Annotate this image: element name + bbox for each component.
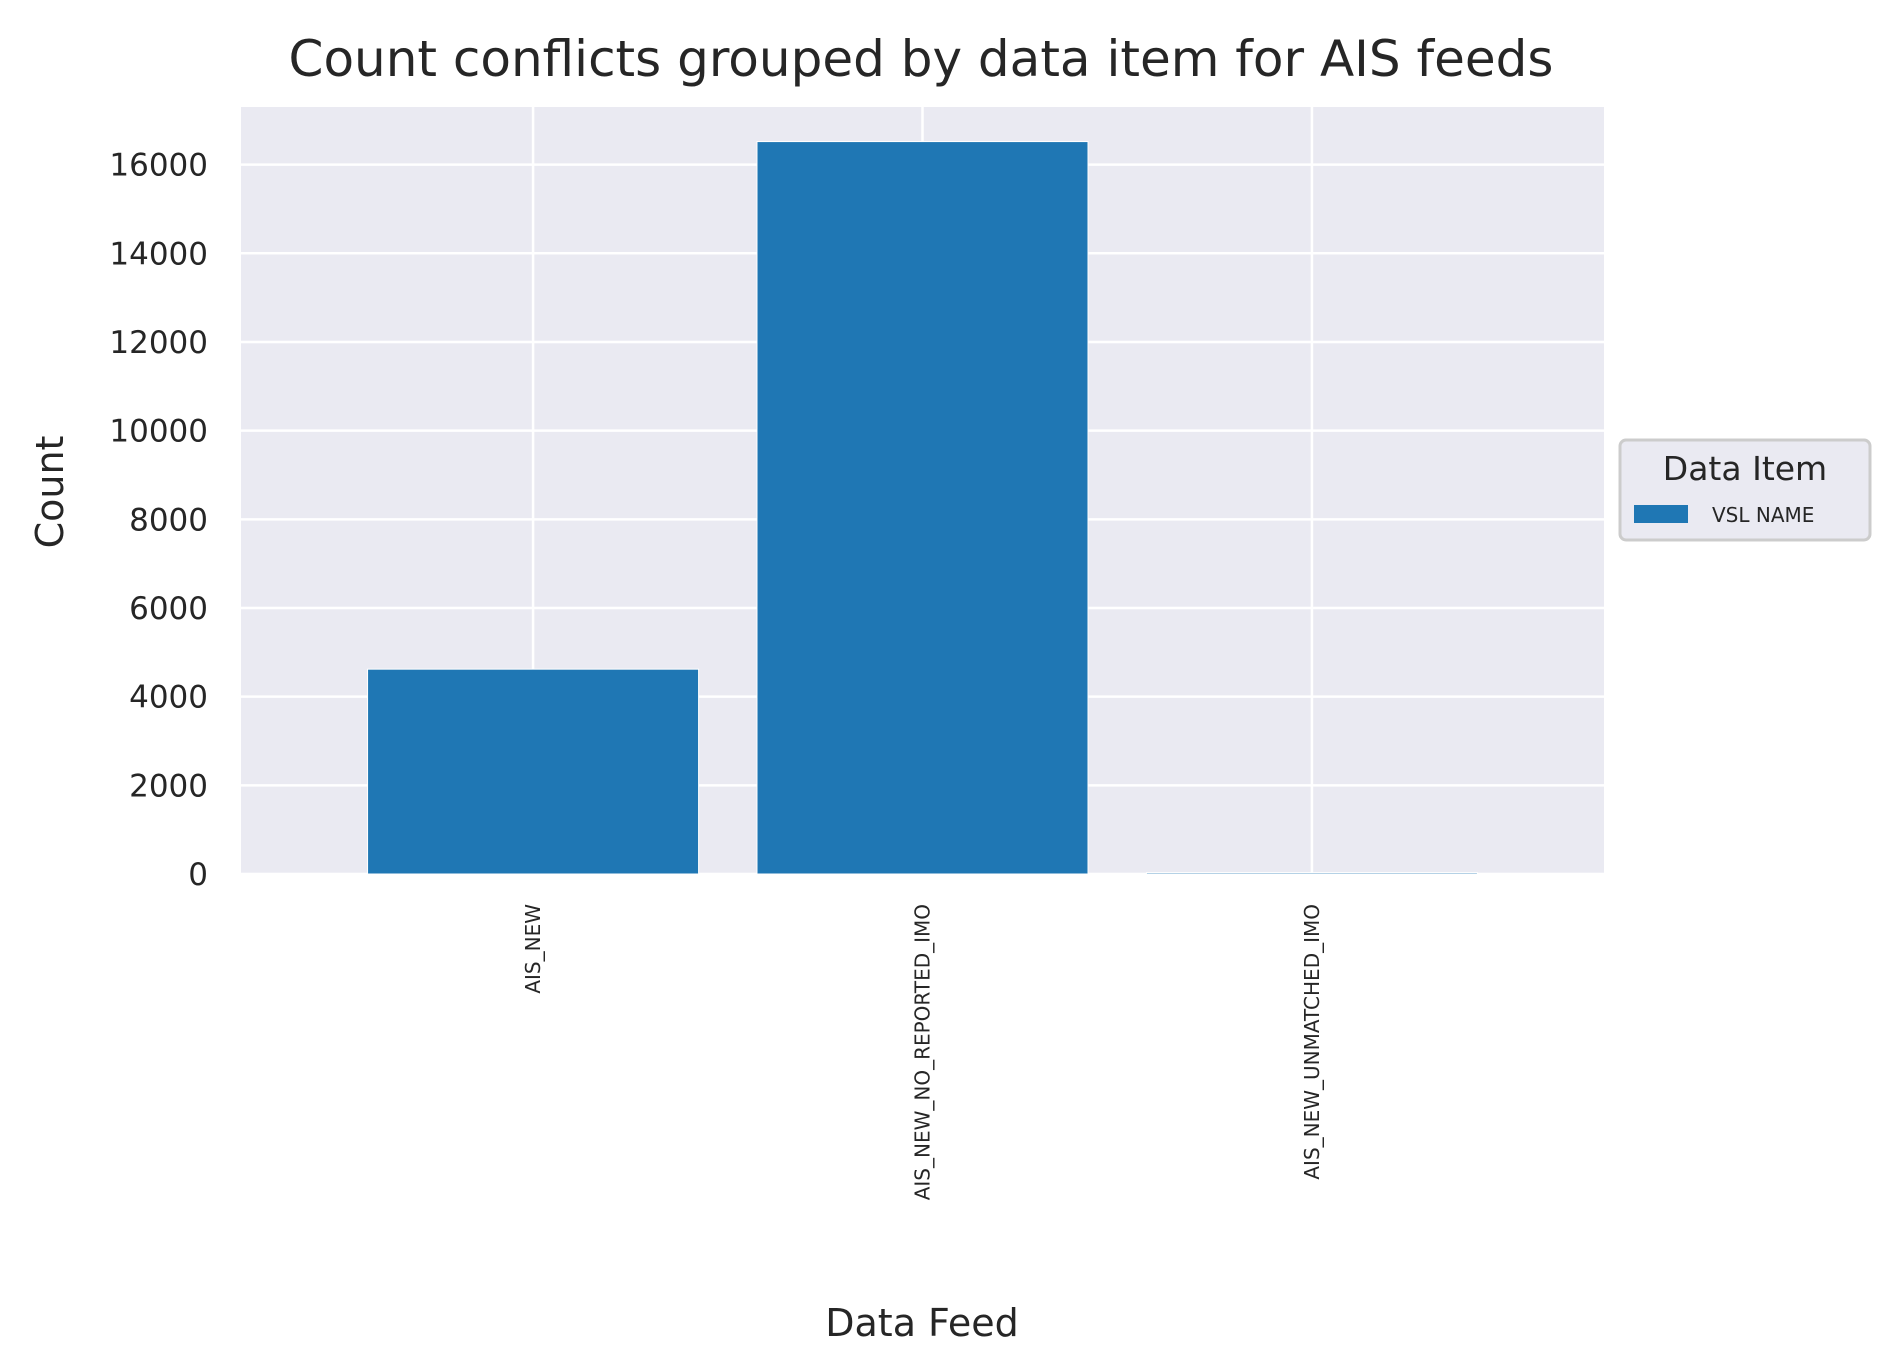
legend: Data Item VSL NAME (1618, 438, 1872, 542)
y-tick-label: 14000 (109, 236, 208, 272)
bars (367, 141, 1478, 875)
y-tick-label: 2000 (129, 768, 208, 804)
y-tick-label: 10000 (109, 414, 208, 450)
y-axis-ticks: 0 2000 4000 6000 8000 10000 12000 14000 16000 (109, 148, 208, 893)
bar-ais-new (367, 668, 700, 875)
y-tick-label: 12000 (109, 325, 208, 361)
legend-title: Data Item (1663, 449, 1827, 488)
x-tick-label: AIS_NEW_NO_REPORTED_IMO (911, 904, 935, 1200)
y-tick-label: 6000 (129, 591, 208, 627)
y-tick-label: 4000 (129, 680, 208, 716)
x-axis-label: Data Feed (825, 1301, 1018, 1345)
y-tick-label: 8000 (129, 502, 208, 538)
y-tick-label: 16000 (109, 148, 208, 184)
legend-label-vsl-name: VSL NAME (1712, 503, 1814, 527)
bar-ais-new-unmatched-imo (1145, 872, 1478, 875)
x-axis-ticks: AIS_NEW AIS_NEW_NO_REPORTED_IMO AIS_NEW_UN… (521, 904, 1324, 1200)
x-tick-label: AIS_NEW_UNMATCHED_IMO (1300, 904, 1324, 1180)
legend-swatch-vsl-name (1634, 505, 1688, 523)
x-tick-label: AIS_NEW (521, 904, 545, 994)
bar-ais-new-no-reported-imo (756, 141, 1089, 875)
y-axis-label: Count (28, 436, 72, 549)
y-tick-label: 0 (188, 857, 208, 893)
chart-title: Count conflicts grouped by data item for… (289, 30, 1554, 88)
